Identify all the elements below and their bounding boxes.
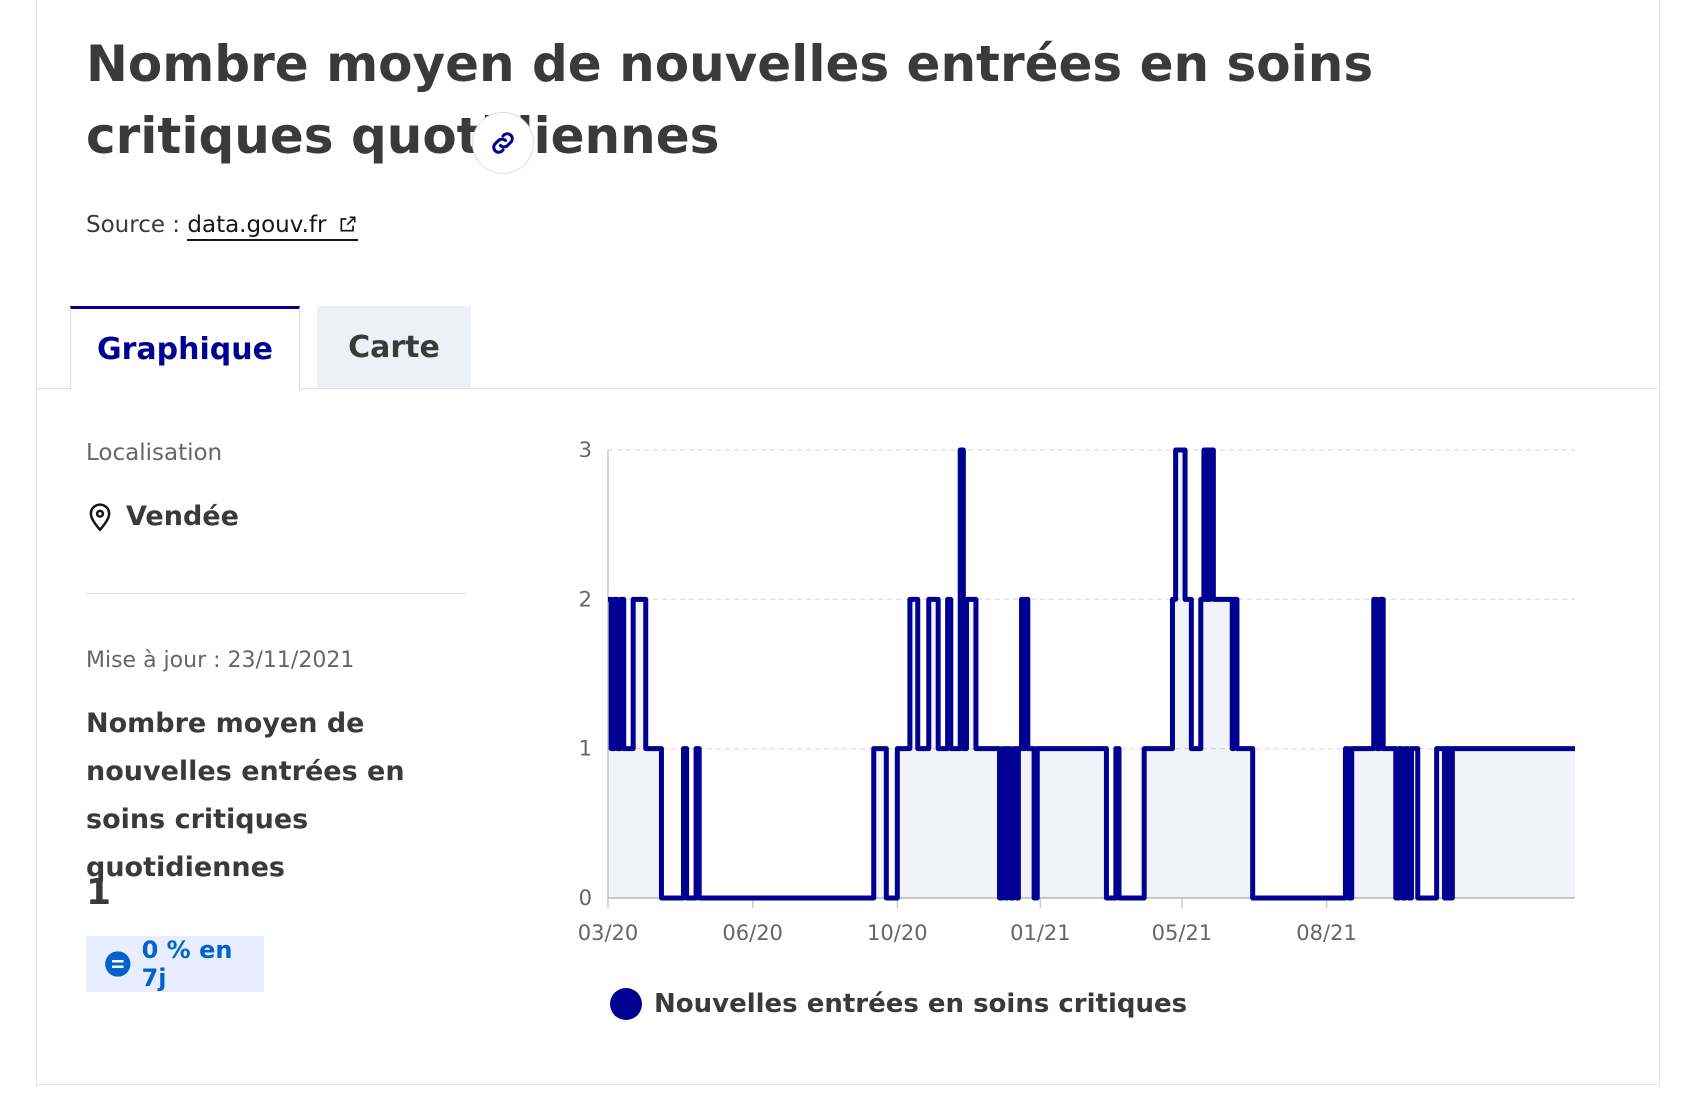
map-pin-icon — [89, 503, 111, 532]
kpi-title: Nombre moyen de nouvelles entrées en soi… — [86, 708, 405, 883]
tab-graphique-label: Graphique — [97, 332, 273, 367]
page-title-text: Nombre moyen de nouvelles entrées en soi… — [86, 35, 1374, 165]
y-tick-label: 3 — [579, 438, 592, 462]
location-name: Vendée — [126, 500, 239, 532]
equal-icon — [105, 951, 131, 977]
y-tick-label: 2 — [579, 587, 592, 611]
x-tick-label: 01/21 — [1010, 921, 1071, 945]
page-title: Nombre moyen de nouvelles entrées en soi… — [86, 28, 1626, 172]
kpi-value: 1 — [86, 872, 112, 913]
x-tick-label: 06/20 — [722, 921, 783, 945]
line-chart: 0 1 2 3 03/20 06/20 10/20 01/21 05/21 08/21 — [578, 438, 1575, 945]
x-tick-label: 08/21 — [1296, 921, 1357, 945]
link-icon — [492, 132, 514, 154]
source-label: Source : — [86, 212, 181, 238]
legend-swatch — [610, 988, 642, 1020]
source-link[interactable]: data.gouv.fr — [187, 212, 358, 241]
tab-graphique[interactable]: Graphique — [70, 306, 300, 390]
location-value: Vendée — [86, 500, 239, 532]
update-date: Mise à jour : 23/11/2021 — [86, 648, 355, 673]
external-link-icon — [340, 216, 356, 232]
sidebar-divider — [86, 593, 466, 594]
copy-link-button[interactable] — [472, 112, 534, 174]
tab-carte-label: Carte — [348, 329, 440, 365]
card-bottom-divider — [36, 1084, 1658, 1085]
indicator-card — [36, 0, 1660, 1086]
series-area — [608, 450, 1575, 898]
chart-legend[interactable]: Nouvelles entrées en soins critiques — [610, 988, 1187, 1020]
y-tick-label: 1 — [579, 737, 592, 761]
x-tick-labels: 03/20 06/20 10/20 01/21 05/21 08/21 — [578, 921, 1357, 945]
source-link-text: data.gouv.fr — [187, 212, 327, 238]
tabs-divider — [36, 388, 1658, 389]
y-tick-label: 0 — [579, 886, 592, 910]
source-line: Source : data.gouv.fr — [86, 212, 358, 241]
x-tick-label: 03/20 — [578, 921, 639, 945]
y-tick-labels: 0 1 2 3 — [579, 438, 592, 910]
legend-label: Nouvelles entrées en soins critiques — [654, 989, 1188, 1019]
location-label: Localisation — [86, 440, 223, 466]
x-tick-label: 10/20 — [867, 921, 928, 945]
x-tick-label: 05/21 — [1152, 921, 1213, 945]
series-line — [608, 447, 1575, 901]
trend-badge: 0 % en 7j — [86, 936, 264, 992]
tab-carte[interactable]: Carte — [317, 306, 471, 388]
trend-badge-text: 0 % en 7j — [141, 936, 233, 992]
